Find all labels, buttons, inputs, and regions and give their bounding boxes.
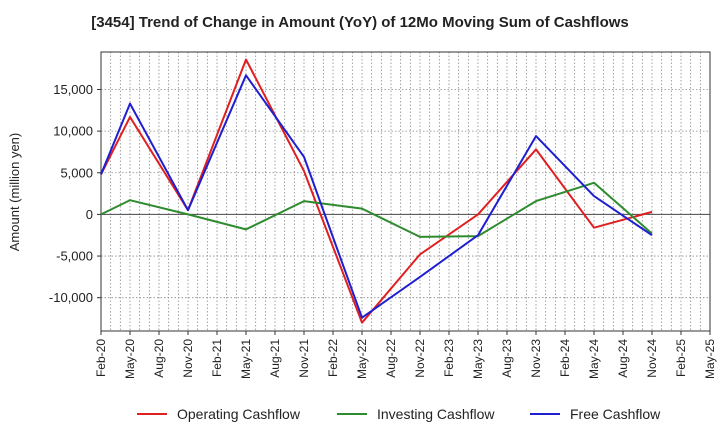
x-tick-label: Feb-22 [326, 339, 340, 377]
x-tick-label: Feb-21 [210, 339, 224, 377]
legend-label: Free Cashflow [570, 406, 661, 422]
x-tick-label: Nov-20 [181, 339, 195, 378]
x-tick-label: Feb-24 [558, 339, 572, 377]
x-tick-label: Nov-22 [413, 339, 427, 378]
plot-frame [100, 51, 711, 332]
y-tick-label: 10,000 [53, 124, 93, 139]
y-tick-label: 0 [86, 207, 93, 222]
y-tick-label: 15,000 [53, 82, 93, 97]
legend-item: Investing Cashflow [337, 406, 495, 422]
chart-title: [3454] Trend of Change in Amount (YoY) o… [91, 14, 629, 31]
x-tick-label: May-21 [239, 339, 253, 379]
y-axis-title: Amount (million yen) [7, 133, 22, 252]
legend-item: Operating Cashflow [137, 406, 301, 422]
x-tick-label: May-25 [703, 339, 717, 379]
series-line-investing-cashflow [100, 181, 653, 238]
x-tick-label: May-22 [355, 339, 369, 379]
x-tick-label: Feb-23 [442, 339, 456, 377]
series-line-free-cashflow [100, 74, 653, 319]
y-tick-label: 5,000 [60, 165, 93, 180]
x-tick-label: Aug-22 [384, 339, 398, 378]
x-tick-label: Feb-20 [94, 339, 108, 377]
x-tick-label: May-23 [471, 339, 485, 379]
x-tick-label: May-20 [123, 339, 137, 379]
x-tick-label: Aug-20 [152, 339, 166, 378]
y-tick-label: -10,000 [49, 290, 93, 305]
legend-item: Free Cashflow [530, 406, 661, 422]
legend-label: Operating Cashflow [177, 406, 301, 422]
x-tick-label: Nov-21 [297, 339, 311, 378]
x-tick-label: Nov-23 [529, 339, 543, 378]
x-tick-label: Aug-23 [500, 339, 514, 378]
legend-label: Investing Cashflow [377, 406, 495, 422]
y-tick-label: -5,000 [56, 249, 93, 264]
x-tick-label: May-24 [587, 339, 601, 379]
x-tick-label: Aug-21 [268, 339, 282, 378]
x-tick-label: Feb-25 [674, 339, 688, 377]
x-tick-label: Nov-24 [645, 339, 659, 378]
x-tick-label: Aug-24 [616, 339, 630, 378]
series-line-operating-cashflow [100, 58, 653, 324]
